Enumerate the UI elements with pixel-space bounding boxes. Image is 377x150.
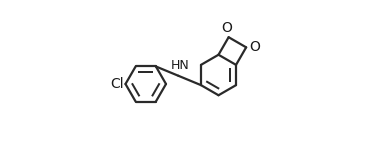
Text: O: O (222, 21, 233, 35)
Text: O: O (249, 40, 260, 54)
Text: Cl: Cl (111, 77, 124, 91)
Text: HN: HN (170, 59, 189, 72)
